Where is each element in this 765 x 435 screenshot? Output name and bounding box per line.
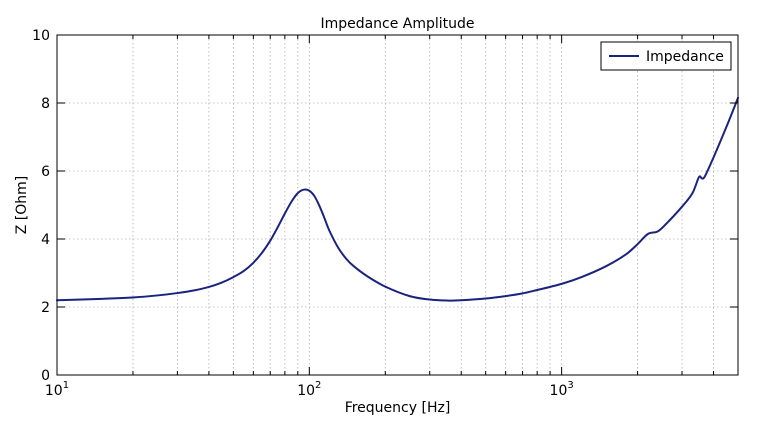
y-tick-label: 8 [41,96,50,112]
y-tick-label: 6 [41,164,50,180]
y-axis-label: Z [Ohm] [14,176,30,235]
tick-layer: 0 2 4 6 8 10 101 102 103 [32,28,739,399]
chart-title: Impedance Amplitude [320,16,474,32]
x-tick-label: 103 [550,380,574,399]
grid-layer [57,35,738,375]
plot-frame [56,34,739,376]
x-tick-label: 102 [297,380,321,399]
y-tick-label: 2 [41,300,50,316]
legend: Impedance [600,41,732,71]
series-line-impedance [56,96,739,302]
x-axis-label: Frequency [Hz] [345,400,451,416]
x-tick-label: 101 [45,380,69,399]
y-tick-label: 4 [41,232,50,248]
y-tick-label: 0 [41,368,50,384]
legend-label-impedance: Impedance [646,49,724,65]
series-layer [56,96,739,302]
y-tick-label: 10 [32,28,50,44]
